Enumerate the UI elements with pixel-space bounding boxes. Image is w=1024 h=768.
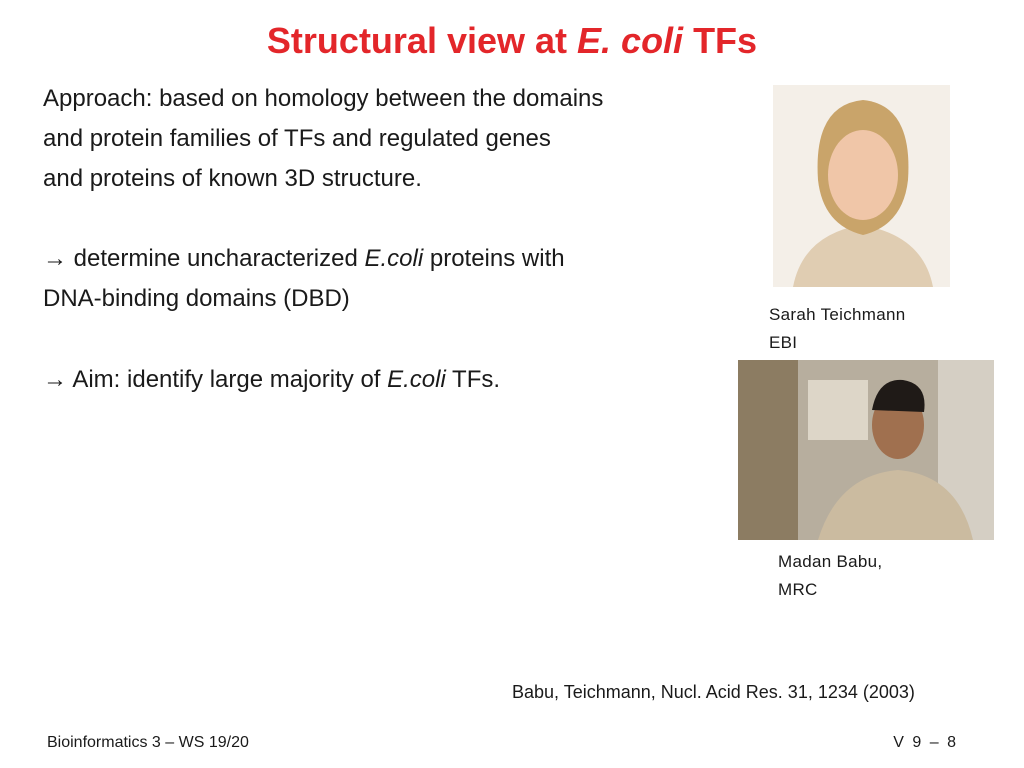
text-run: E.coli — [364, 245, 424, 272]
photo-2-caption: Madan Babu, MRC — [778, 548, 882, 604]
text-line: → Aim: identify large majority of E.coli… — [43, 365, 500, 395]
text-line: and proteins of known 3D structure. — [43, 164, 603, 194]
caption-line: EBI — [769, 333, 798, 352]
text-run: TFs — [683, 20, 758, 61]
text-run: TFs. — [445, 366, 501, 393]
photo-1-caption: Sarah Teichmann EBI — [769, 301, 906, 357]
text-run: Approach: based on homology between the … — [43, 85, 604, 112]
text-run: → Aim: identify large majority of — [43, 366, 388, 393]
text-run: and protein families of TFs and regulate… — [43, 125, 551, 152]
bullet-2: → Aim: identify large majority of E.coli… — [43, 365, 500, 395]
text-line: DNA-binding domains (DBD) — [43, 284, 565, 314]
bullet-1: → determine uncharacterized E.coli prote… — [43, 244, 565, 324]
photo-1 — [773, 85, 950, 287]
text-run: E. coli — [577, 20, 684, 61]
caption-line: Sarah Teichmann — [769, 305, 906, 324]
text-run: and proteins of known 3D structure. — [43, 165, 422, 192]
text-run: proteins with — [423, 245, 565, 272]
footer-left: Bioinformatics 3 – WS 19/20 — [47, 734, 249, 751]
text-run: E.coli — [387, 366, 446, 393]
text-run: → determine uncharacterized — [43, 245, 365, 272]
photo-2 — [738, 360, 994, 540]
reference: Babu, Teichmann, Nucl. Acid Res. 31, 123… — [512, 682, 915, 702]
caption-line: Madan Babu, — [778, 552, 883, 571]
approach-text: Approach: based on homology between the … — [43, 84, 603, 204]
text-line: → determine uncharacterized E.coli prote… — [43, 244, 565, 274]
caption-line: MRC — [778, 580, 818, 599]
text-line: and protein families of TFs and regulate… — [43, 124, 603, 154]
footer-right: V 9 – 8 — [893, 734, 958, 751]
text-run: Structural view at — [266, 20, 578, 61]
text-line: Approach: based on homology between the … — [43, 84, 603, 114]
text-run: DNA-binding domains (DBD) — [43, 285, 350, 312]
slide-title: Structural view at E. coli TFs — [0, 20, 1024, 62]
